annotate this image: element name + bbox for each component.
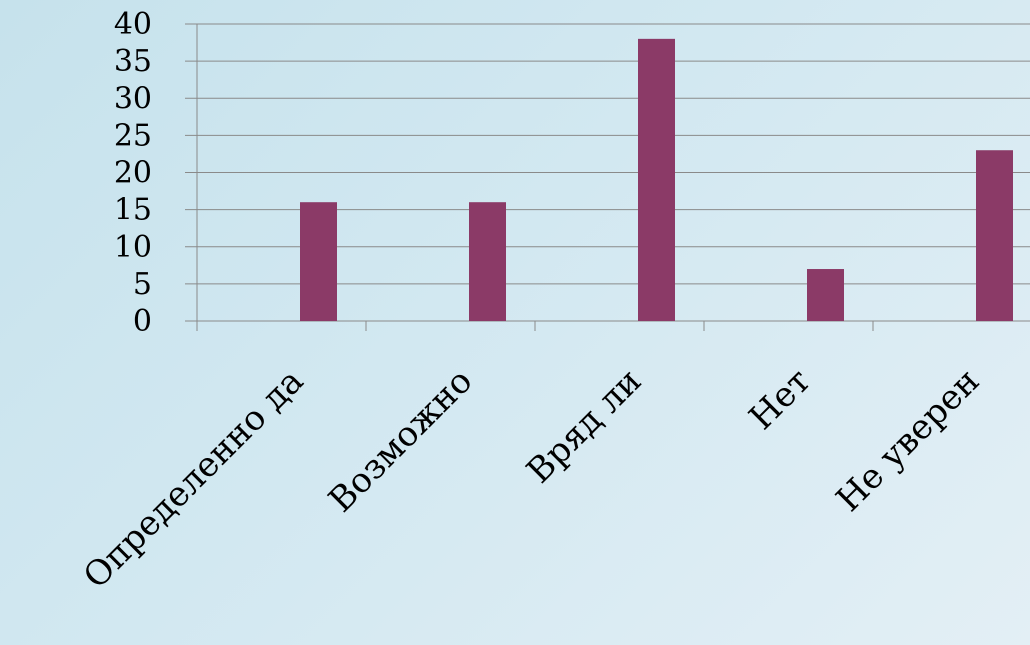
bar-4: [807, 269, 844, 321]
x-tick-label: Вряд ли: [519, 361, 649, 491]
y-tick-label: 15: [114, 193, 152, 228]
y-tick-label: 0: [133, 304, 152, 339]
bar-1: [300, 202, 337, 321]
y-tick-label: 5: [133, 267, 152, 302]
x-tick-label: Не уверен: [829, 361, 988, 520]
x-axis-tick-labels: Определенно да Возможно Вряд ли Нет Не увере…: [76, 361, 987, 596]
bar-3: [638, 38, 675, 321]
bar-2: [469, 202, 506, 321]
y-tick-label: 30: [114, 81, 152, 116]
x-tick-label: Возможно: [321, 361, 480, 520]
x-tick-label: Нет: [742, 361, 819, 438]
y-tick-label: 35: [114, 44, 152, 79]
bar-5: [976, 150, 1013, 321]
y-tick-label: 10: [114, 230, 152, 265]
y-tick-label: 20: [114, 156, 152, 191]
bars: [300, 38, 1013, 321]
x-tick-label: Определенно да: [76, 361, 311, 596]
y-tick-label: 40: [114, 7, 152, 42]
y-tick-label: 25: [114, 118, 152, 153]
